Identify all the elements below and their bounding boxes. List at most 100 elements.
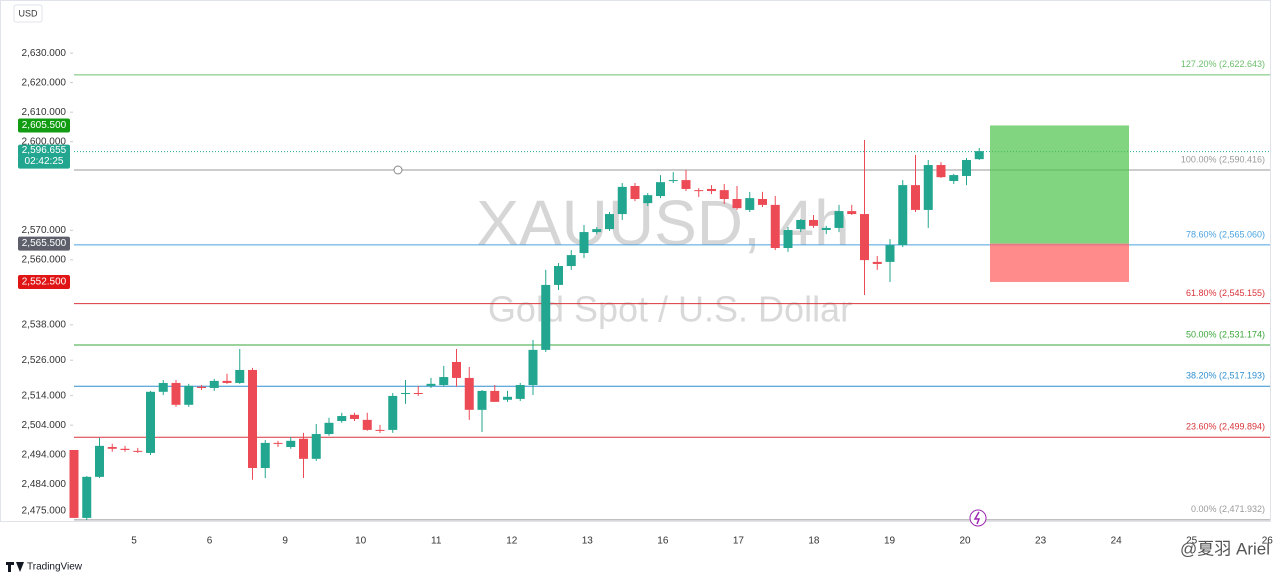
candle-body (707, 188, 716, 192)
last-price-badge (18, 144, 70, 169)
y-tick-label: 2,504.000 (22, 420, 67, 431)
x-tick-label: 10 (355, 536, 367, 547)
candle-body (541, 284, 551, 350)
y-tick-label: 2,610.000 (22, 107, 67, 118)
x-tick-label: 25 (1186, 536, 1198, 547)
candle-body (311, 434, 321, 459)
candle-body (860, 214, 869, 261)
candle-body (592, 229, 602, 233)
x-tick-label: 16 (657, 536, 669, 547)
currency-badge[interactable] (13, 4, 43, 23)
candle-body (426, 383, 436, 386)
candle-body (528, 349, 538, 386)
candle-body (923, 165, 933, 210)
fib-label: 50.00% (2,531.174) (1186, 329, 1265, 339)
candle-body (605, 214, 614, 230)
fib-label: 127.20% (2,622.643) (1181, 59, 1265, 69)
candle-body (554, 266, 563, 285)
profit-zone (990, 125, 1129, 244)
candle-body (821, 227, 831, 230)
candle-body (566, 255, 576, 267)
candle-body (911, 185, 920, 210)
candle-body (962, 160, 971, 176)
logo-icon (6, 562, 24, 572)
candle-body (273, 442, 283, 444)
currency-label: USD (18, 8, 38, 18)
candle-body (82, 476, 92, 518)
candle-body (490, 390, 500, 402)
candle-body (413, 392, 423, 394)
candle-body (260, 442, 270, 468)
x-tick-label: 26 (1262, 536, 1274, 547)
candle-body (949, 175, 959, 181)
event-icon[interactable] (969, 509, 987, 527)
drawing-handle[interactable] (393, 165, 403, 175)
y-tick-label: 2,560.000 (22, 254, 67, 265)
y-tick-label: 2,538.000 (22, 319, 67, 330)
candle-body (107, 447, 117, 449)
x-tick-label: 17 (733, 536, 745, 547)
y-tick-label: 2,484.000 (22, 479, 67, 490)
price-badge-label: 2,552.500 (22, 277, 67, 288)
y-tick-label: 2,630.000 (22, 48, 67, 59)
x-tick-label: 24 (1111, 536, 1123, 547)
candle-body (133, 450, 143, 452)
candle-body (350, 414, 359, 419)
candle-body (872, 261, 882, 264)
x-tick-label: 12 (506, 536, 518, 547)
candle-body (464, 377, 474, 410)
candle-body (120, 448, 130, 450)
candle-body (783, 230, 793, 249)
candle-body (732, 198, 742, 209)
loss-zone (990, 243, 1129, 282)
candle-body (885, 245, 895, 262)
event-icon-glyph (973, 511, 981, 525)
candle-body (834, 211, 844, 228)
candle-body (515, 385, 525, 399)
fib-label: 61.80% (2,545.155) (1186, 288, 1265, 298)
candle-body (388, 395, 398, 430)
last-price-label: 2,596.655 (22, 145, 67, 156)
x-tick-label: 19 (884, 536, 896, 547)
price-badge (18, 236, 70, 251)
fib-label: 78.60% (2,565.060) (1186, 229, 1265, 239)
candle-body (898, 185, 908, 246)
watermark-symbol: XAUUSD, 4h (476, 187, 849, 259)
candle-body (184, 385, 194, 405)
x-tick-label: 6 (207, 536, 213, 547)
candle-body (847, 211, 857, 215)
candle-body (796, 219, 806, 230)
y-tick-label: 2,600.000 (22, 136, 67, 147)
candle-body (477, 390, 487, 410)
candle-body (745, 198, 755, 210)
price-badge-label: 2,565.500 (22, 238, 67, 249)
candle-body (222, 380, 232, 383)
candle-body (235, 369, 245, 383)
candle-body (401, 392, 410, 394)
candle-body (617, 186, 627, 215)
candle-body (69, 449, 79, 518)
candle-body (95, 445, 104, 477)
candle-body (503, 396, 512, 400)
candle-body (146, 391, 155, 453)
candle-body (171, 382, 181, 405)
price-badge (18, 118, 70, 133)
candle-body (656, 182, 665, 197)
y-tick-label: 2,570.000 (22, 225, 67, 236)
x-tick-label: 9 (282, 536, 288, 547)
price-badge-label: 2,605.500 (22, 120, 67, 131)
candle-body (197, 386, 206, 388)
candle-body (337, 416, 347, 422)
candle-body (362, 419, 372, 430)
fib-label: 0.00% (2,471.932) (1191, 504, 1265, 514)
candle-body (579, 232, 589, 254)
author-watermark: @夏羽 Ariel (1180, 539, 1270, 558)
candle-body (809, 219, 818, 226)
x-tick-label: 18 (808, 536, 820, 547)
candle-body (719, 190, 729, 199)
x-tick-label: 5 (131, 536, 137, 547)
y-tick-label: 2,526.000 (22, 355, 67, 366)
fib-label: 38.20% (2,517.193) (1186, 371, 1265, 381)
x-tick-label: 13 (582, 536, 594, 547)
candle-body (694, 190, 704, 192)
